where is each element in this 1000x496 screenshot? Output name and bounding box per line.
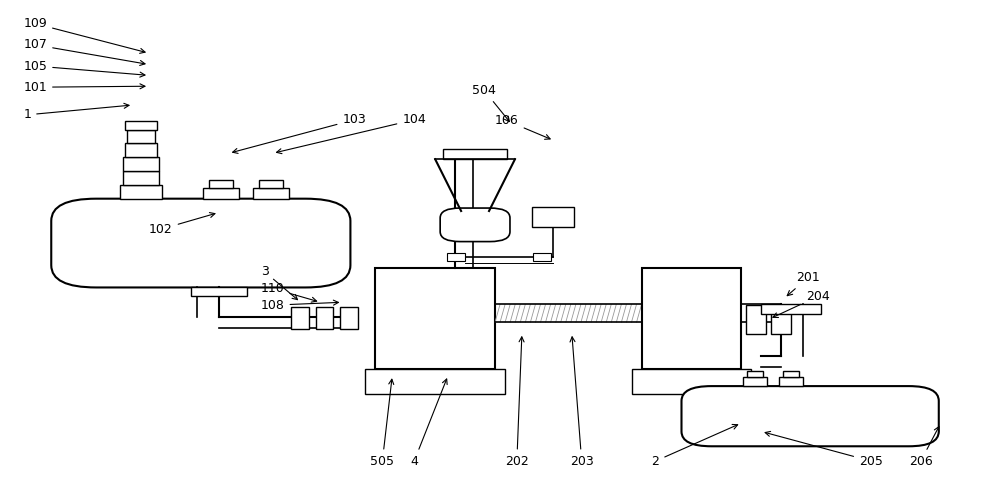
FancyBboxPatch shape	[440, 208, 510, 242]
Bar	[203, 188, 239, 199]
Text: 107: 107	[23, 38, 145, 65]
Bar	[747, 372, 763, 377]
Text: 206: 206	[909, 427, 939, 468]
Bar	[746, 305, 766, 334]
Text: 4: 4	[410, 379, 447, 468]
Text: 201: 201	[787, 271, 820, 296]
Bar	[632, 369, 751, 394]
Bar	[783, 372, 799, 377]
Text: 108: 108	[261, 299, 338, 311]
Bar	[447, 253, 465, 261]
FancyBboxPatch shape	[681, 386, 939, 446]
Bar	[253, 188, 289, 199]
Text: 109: 109	[23, 17, 145, 54]
Bar	[365, 369, 505, 394]
Bar	[123, 157, 159, 171]
Text: 504: 504	[472, 84, 509, 122]
Text: 103: 103	[233, 113, 366, 153]
Text: 505: 505	[370, 379, 394, 468]
Bar	[316, 307, 333, 329]
Bar	[375, 268, 495, 369]
Bar	[291, 307, 309, 329]
Text: 203: 203	[570, 337, 594, 468]
Bar	[340, 307, 358, 329]
Bar	[761, 305, 821, 314]
Text: 2: 2	[652, 425, 738, 468]
Text: 104: 104	[277, 113, 426, 154]
Bar	[443, 149, 507, 159]
Bar	[743, 377, 767, 386]
Text: 204: 204	[773, 290, 830, 317]
Text: 101: 101	[23, 81, 145, 94]
Text: 102: 102	[149, 213, 215, 236]
Bar	[127, 129, 155, 143]
Bar	[123, 171, 159, 185]
Bar	[120, 185, 162, 199]
Bar	[771, 305, 791, 334]
Text: 205: 205	[765, 432, 883, 468]
Bar	[125, 143, 157, 157]
Bar	[779, 377, 803, 386]
Text: 202: 202	[505, 337, 529, 468]
Bar	[259, 180, 283, 188]
Bar	[533, 253, 551, 261]
Text: 110: 110	[261, 282, 317, 302]
Bar	[642, 268, 741, 369]
Bar	[125, 121, 157, 129]
Text: 105: 105	[23, 60, 145, 77]
Text: 1: 1	[23, 103, 129, 122]
Bar	[209, 180, 233, 188]
Bar	[532, 206, 574, 227]
Text: 106: 106	[495, 114, 550, 139]
Bar	[191, 288, 247, 296]
Text: 3: 3	[261, 265, 297, 300]
FancyBboxPatch shape	[51, 199, 350, 288]
